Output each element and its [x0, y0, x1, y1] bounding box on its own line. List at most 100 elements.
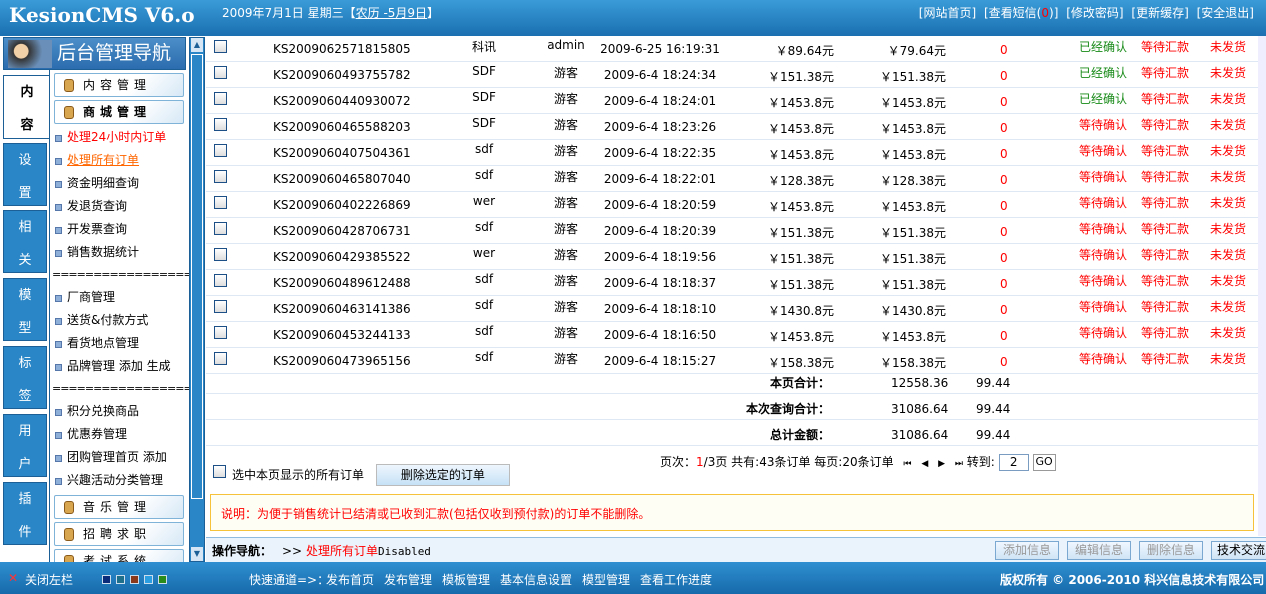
row-checkbox[interactable] — [214, 248, 227, 261]
order-id[interactable]: KS2009060463141386 — [273, 302, 411, 316]
order-id[interactable]: KS2009060453244133 — [273, 328, 411, 342]
sidebar-item[interactable]: 送货&付款方式 — [50, 309, 189, 332]
theme-swatch[interactable] — [102, 575, 111, 584]
table-row[interactable]: KS2009060407504361 sdf 游客 2009-6-4 18:22… — [206, 140, 1258, 166]
table-row[interactable]: KS2009060473965156 sdf 游客 2009-6-4 18:15… — [206, 348, 1258, 374]
quick-link[interactable]: 基本信息设置 — [500, 573, 573, 587]
table-row[interactable]: KS2009060428706731 sdf 游客 2009-6-4 18:20… — [206, 218, 1258, 244]
row-checkbox[interactable] — [214, 326, 227, 339]
row-checkbox[interactable] — [214, 196, 227, 209]
row-checkbox[interactable] — [214, 66, 227, 79]
theme-swatch[interactable] — [144, 575, 153, 584]
sidebar-tab-0[interactable]: 内容 — [3, 75, 50, 139]
delete-selected-button[interactable]: 删除选定的订单 — [375, 464, 510, 486]
row-checkbox[interactable] — [214, 40, 227, 53]
row-checkbox[interactable] — [214, 170, 227, 183]
order-id[interactable]: KS2009060429385522 — [273, 250, 411, 264]
sidebar-item[interactable]: 销售数据统计 — [50, 241, 189, 264]
table-row[interactable]: KS2009060489612488 sdf 游客 2009-6-4 18:18… — [206, 270, 1258, 296]
sidebar-tab-5[interactable]: 用户 — [3, 414, 47, 477]
table-row[interactable]: KS2009060493755782 SDF 游客 2009-6-4 18:24… — [206, 62, 1258, 88]
tech-forum-button[interactable]: 技术交流 — [1211, 541, 1266, 560]
order-id[interactable]: KS2009060473965156 — [273, 354, 411, 368]
sidebar-item[interactable]: 优惠券管理 — [50, 423, 189, 446]
row-checkbox[interactable] — [214, 300, 227, 313]
order-id[interactable]: KS2009060489612488 — [273, 276, 411, 290]
row-checkbox[interactable] — [214, 118, 227, 131]
goto-page-input[interactable]: 2 — [998, 454, 1029, 471]
scroll-up-icon[interactable]: ▲ — [191, 38, 203, 52]
table-row[interactable]: KS2009060453244133 sdf 游客 2009-6-4 18:16… — [206, 322, 1258, 348]
opbar-current[interactable]: 处理所有订单 — [305, 544, 378, 558]
last-page-icon[interactable]: ⏭ — [954, 459, 963, 469]
first-page-icon[interactable]: ⏮ — [903, 459, 912, 469]
quick-link[interactable]: 模板管理 — [442, 573, 491, 587]
sidebar-tab-6[interactable]: 插件 — [3, 482, 47, 545]
sidebar-item[interactable]: 团购管理首页 添加 — [50, 446, 189, 469]
row-checkbox[interactable] — [214, 222, 227, 235]
add-info-button[interactable]: 添加信息 — [995, 541, 1059, 560]
scroll-down-icon[interactable]: ▼ — [191, 547, 203, 561]
quick-link[interactable]: 发布管理 — [384, 573, 433, 587]
table-row[interactable]: KS2009062571815805 科讯 admin 2009-6-25 16… — [206, 36, 1258, 62]
order-id[interactable]: KS2009060465807040 — [273, 172, 411, 186]
logout-link[interactable]: [安全退出] — [1196, 6, 1254, 20]
sidebar-item[interactable]: 处理24小时内订单 — [50, 126, 189, 149]
order-id[interactable]: KS2009060407504361 — [273, 146, 411, 160]
messages-link[interactable]: [查看短信(0)] — [984, 6, 1058, 20]
row-checkbox[interactable] — [214, 274, 227, 287]
quick-link[interactable]: 发布首页 — [326, 573, 375, 587]
order-id[interactable]: KS2009062571815805 — [273, 42, 411, 56]
order-id[interactable]: KS2009060428706731 — [273, 224, 411, 238]
go-button[interactable]: GO — [1032, 454, 1056, 471]
quick-link[interactable]: 模型管理 — [582, 573, 631, 587]
group-jobs[interactable]: 招聘求职 — [54, 522, 184, 546]
select-all-checkbox[interactable] — [213, 465, 226, 478]
theme-swatch[interactable] — [130, 575, 139, 584]
sidebar-item[interactable]: 发退货查询 — [50, 195, 189, 218]
close-icon[interactable]: ✕ — [8, 571, 19, 585]
table-row[interactable]: KS2009060402226869 wer 游客 2009-6-4 18:20… — [206, 192, 1258, 218]
site-home-link[interactable]: [网站首页] — [918, 6, 977, 20]
sidebar-tab-3[interactable]: 模型 — [3, 278, 47, 341]
theme-swatch[interactable] — [158, 575, 167, 584]
main-scrollbar[interactable] — [1258, 36, 1266, 536]
change-password-link[interactable]: [修改密码] — [1066, 6, 1124, 20]
scroll-thumb[interactable] — [191, 54, 203, 499]
order-id[interactable]: KS2009060465588203 — [273, 120, 411, 134]
sidebar-item[interactable]: 资金明细查询 — [50, 172, 189, 195]
quick-link[interactable]: 查看工作进度 — [640, 573, 713, 587]
order-id[interactable]: KS2009060402226869 — [273, 198, 411, 212]
next-page-icon[interactable]: ▶ — [938, 459, 946, 469]
table-row[interactable]: KS2009060429385522 wer 游客 2009-6-4 18:19… — [206, 244, 1258, 270]
sidebar-item[interactable]: 积分兑换商品 — [50, 400, 189, 423]
sidebar-item[interactable]: 开发票查询 — [50, 218, 189, 241]
sidebar-item[interactable]: 处理所有订单 — [50, 149, 189, 172]
table-row[interactable]: KS2009060465588203 SDF 游客 2009-6-4 18:23… — [206, 114, 1258, 140]
sidebar-scrollbar[interactable]: ▲ ▼ — [189, 37, 205, 562]
order-id[interactable]: KS2009060440930072 — [273, 94, 411, 108]
group-exam[interactable]: 考试系统 — [54, 549, 184, 562]
group-content[interactable]: 内容管理 — [54, 73, 184, 97]
close-sidebar-link[interactable]: 关闭左栏 — [25, 573, 74, 587]
table-row[interactable]: KS2009060465807040 sdf 游客 2009-6-4 18:22… — [206, 166, 1258, 192]
sidebar-tab-2[interactable]: 相关 — [3, 210, 47, 273]
sidebar-tab-4[interactable]: 标签 — [3, 346, 47, 409]
group-shop[interactable]: 商城管理 — [54, 100, 184, 124]
delete-info-button[interactable]: 删除信息 — [1139, 541, 1203, 560]
row-checkbox[interactable] — [214, 352, 227, 365]
row-checkbox[interactable] — [214, 92, 227, 105]
sidebar-tab-1[interactable]: 设置 — [3, 143, 47, 206]
table-row[interactable]: KS2009060463141386 sdf 游客 2009-6-4 18:18… — [206, 296, 1258, 322]
update-cache-link[interactable]: [更新缓存] — [1131, 6, 1189, 20]
table-row[interactable]: KS2009060440930072 SDF 游客 2009-6-4 18:24… — [206, 88, 1258, 114]
sidebar-item[interactable]: 品牌管理 添加 生成 — [50, 355, 189, 378]
edit-info-button[interactable]: 编辑信息 — [1067, 541, 1131, 560]
group-music[interactable]: 音乐管理 — [54, 495, 184, 519]
theme-swatch[interactable] — [116, 575, 125, 584]
prev-page-icon[interactable]: ◀ — [921, 459, 929, 469]
sidebar-item[interactable]: 看货地点管理 — [50, 332, 189, 355]
order-id[interactable]: KS2009060493755782 — [273, 68, 411, 82]
row-checkbox[interactable] — [214, 144, 227, 157]
lunar-date-link[interactable]: 农历 -5月9日 — [355, 6, 428, 20]
